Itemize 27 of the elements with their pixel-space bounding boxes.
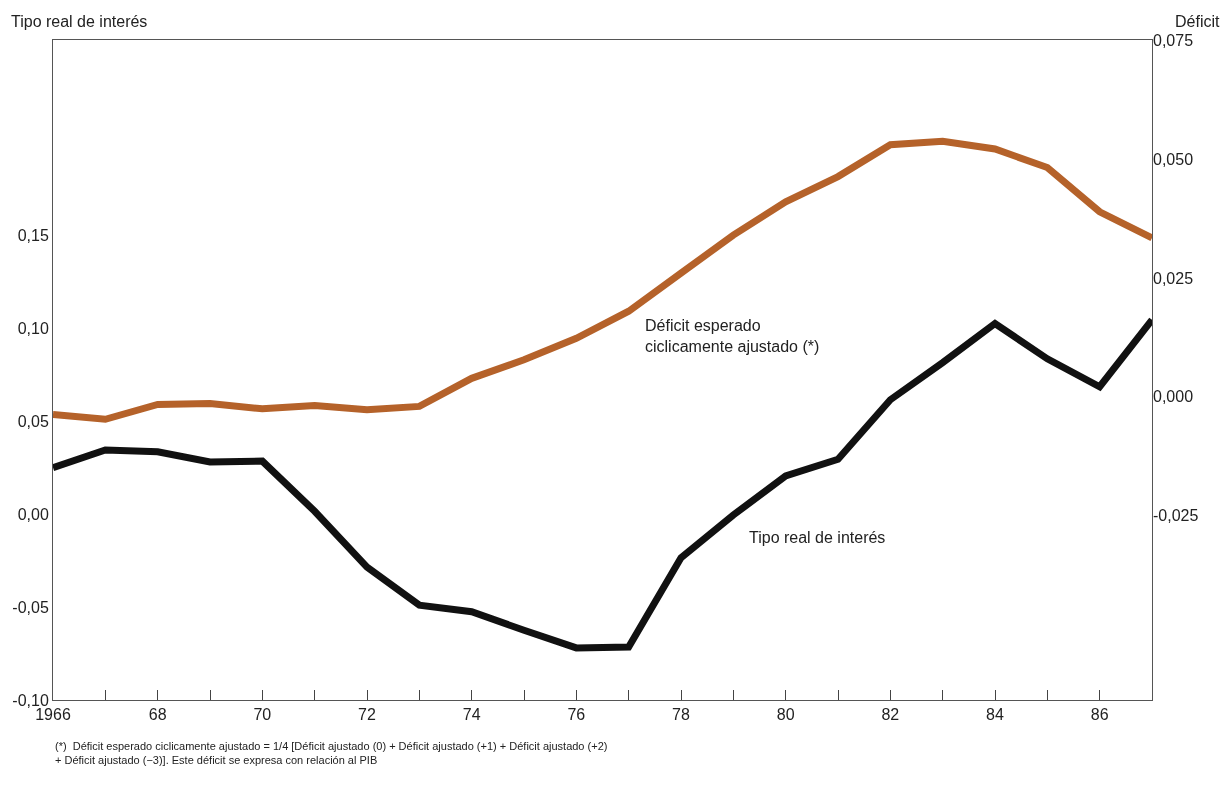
- x-tick-label: 78: [672, 706, 690, 724]
- x-tick-label: 68: [148, 706, 167, 724]
- y2-tick-label: 0,025: [1153, 269, 1194, 287]
- y-tick-label: -0,05: [12, 598, 49, 616]
- x-tick-label: 1966: [35, 706, 71, 724]
- y-tick-label: 0,10: [17, 319, 49, 337]
- y2-tick-label: 0,050: [1153, 150, 1194, 168]
- x-tick-label: 84: [986, 706, 1004, 724]
- x-tick-label: 74: [462, 706, 481, 724]
- y-tick-label: -0,10: [12, 691, 49, 709]
- x-tick-label: 82: [881, 706, 900, 724]
- y-tick-label: 0,05: [17, 412, 49, 430]
- y2-axis-title: Déficit: [1175, 13, 1221, 30]
- x-tick-label: 70: [253, 706, 272, 724]
- y-tick-label: 0,00: [17, 505, 49, 523]
- y2-tick-label: -0,025: [1153, 507, 1199, 525]
- y2-tick-label: 0,075: [1153, 31, 1194, 49]
- x-tick-label: 80: [776, 706, 795, 724]
- text: (*) Déficit esperado ciclicamente ajustado = 1/4 [Déficit ajustado (0) + Déficit ajustado (+1) + Déficit ajustado (+2) + Déficit ajustado (−3)]. Este déficit se expresa con relación al PIB: [55, 740, 608, 767]
- x-tick-label: 76: [567, 706, 586, 724]
- y2-tick-label: 0,000: [1153, 388, 1194, 406]
- y-tick-label: 0,15: [17, 226, 49, 244]
- x-tick-label: 86: [1090, 706, 1109, 724]
- series-label: Tipo real de interés: [749, 529, 886, 546]
- x-tick-label: 72: [358, 706, 376, 724]
- series-label: Déficit esperado ciclicamente ajustado (*): [645, 317, 820, 355]
- y-axis-title: Tipo real de interés: [11, 13, 148, 30]
